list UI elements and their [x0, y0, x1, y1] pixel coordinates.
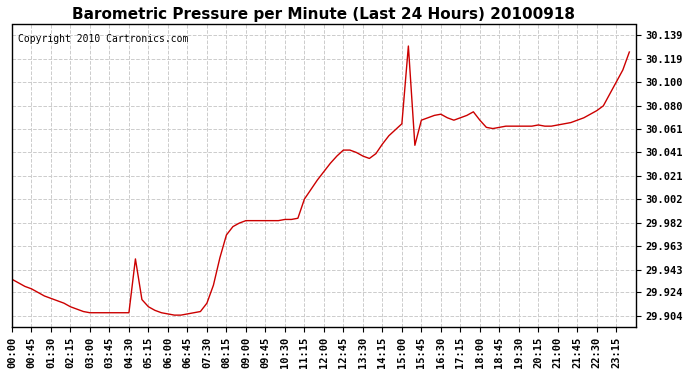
Title: Barometric Pressure per Minute (Last 24 Hours) 20100918: Barometric Pressure per Minute (Last 24 …: [72, 7, 575, 22]
Text: Copyright 2010 Cartronics.com: Copyright 2010 Cartronics.com: [18, 34, 188, 44]
